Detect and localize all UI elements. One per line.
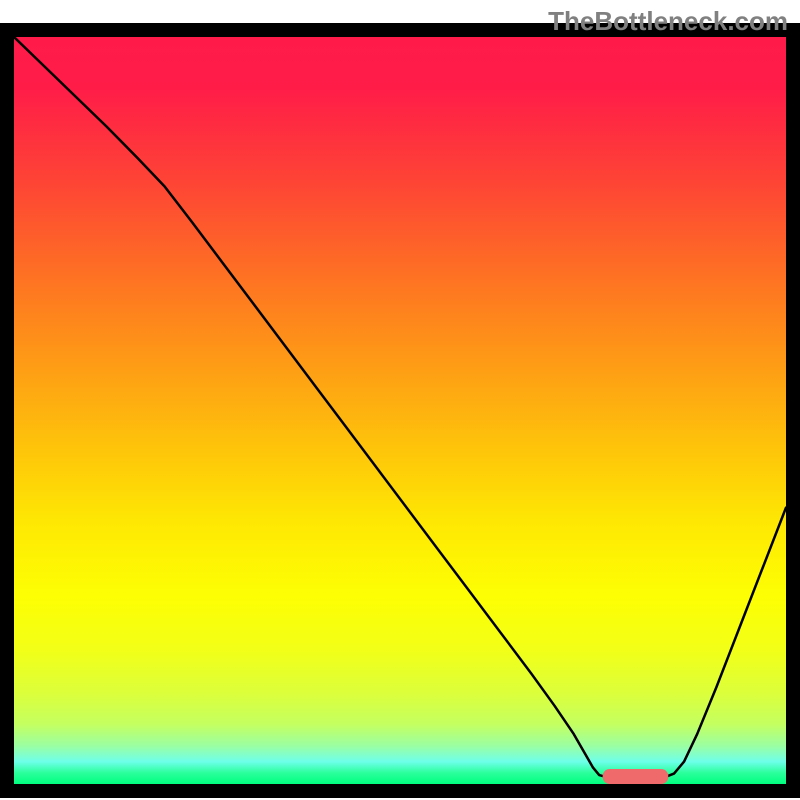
bottleneck-chart: [0, 0, 800, 800]
optimal-marker-pill: [603, 769, 669, 784]
watermark-text: TheBottleneck.com: [548, 6, 788, 37]
